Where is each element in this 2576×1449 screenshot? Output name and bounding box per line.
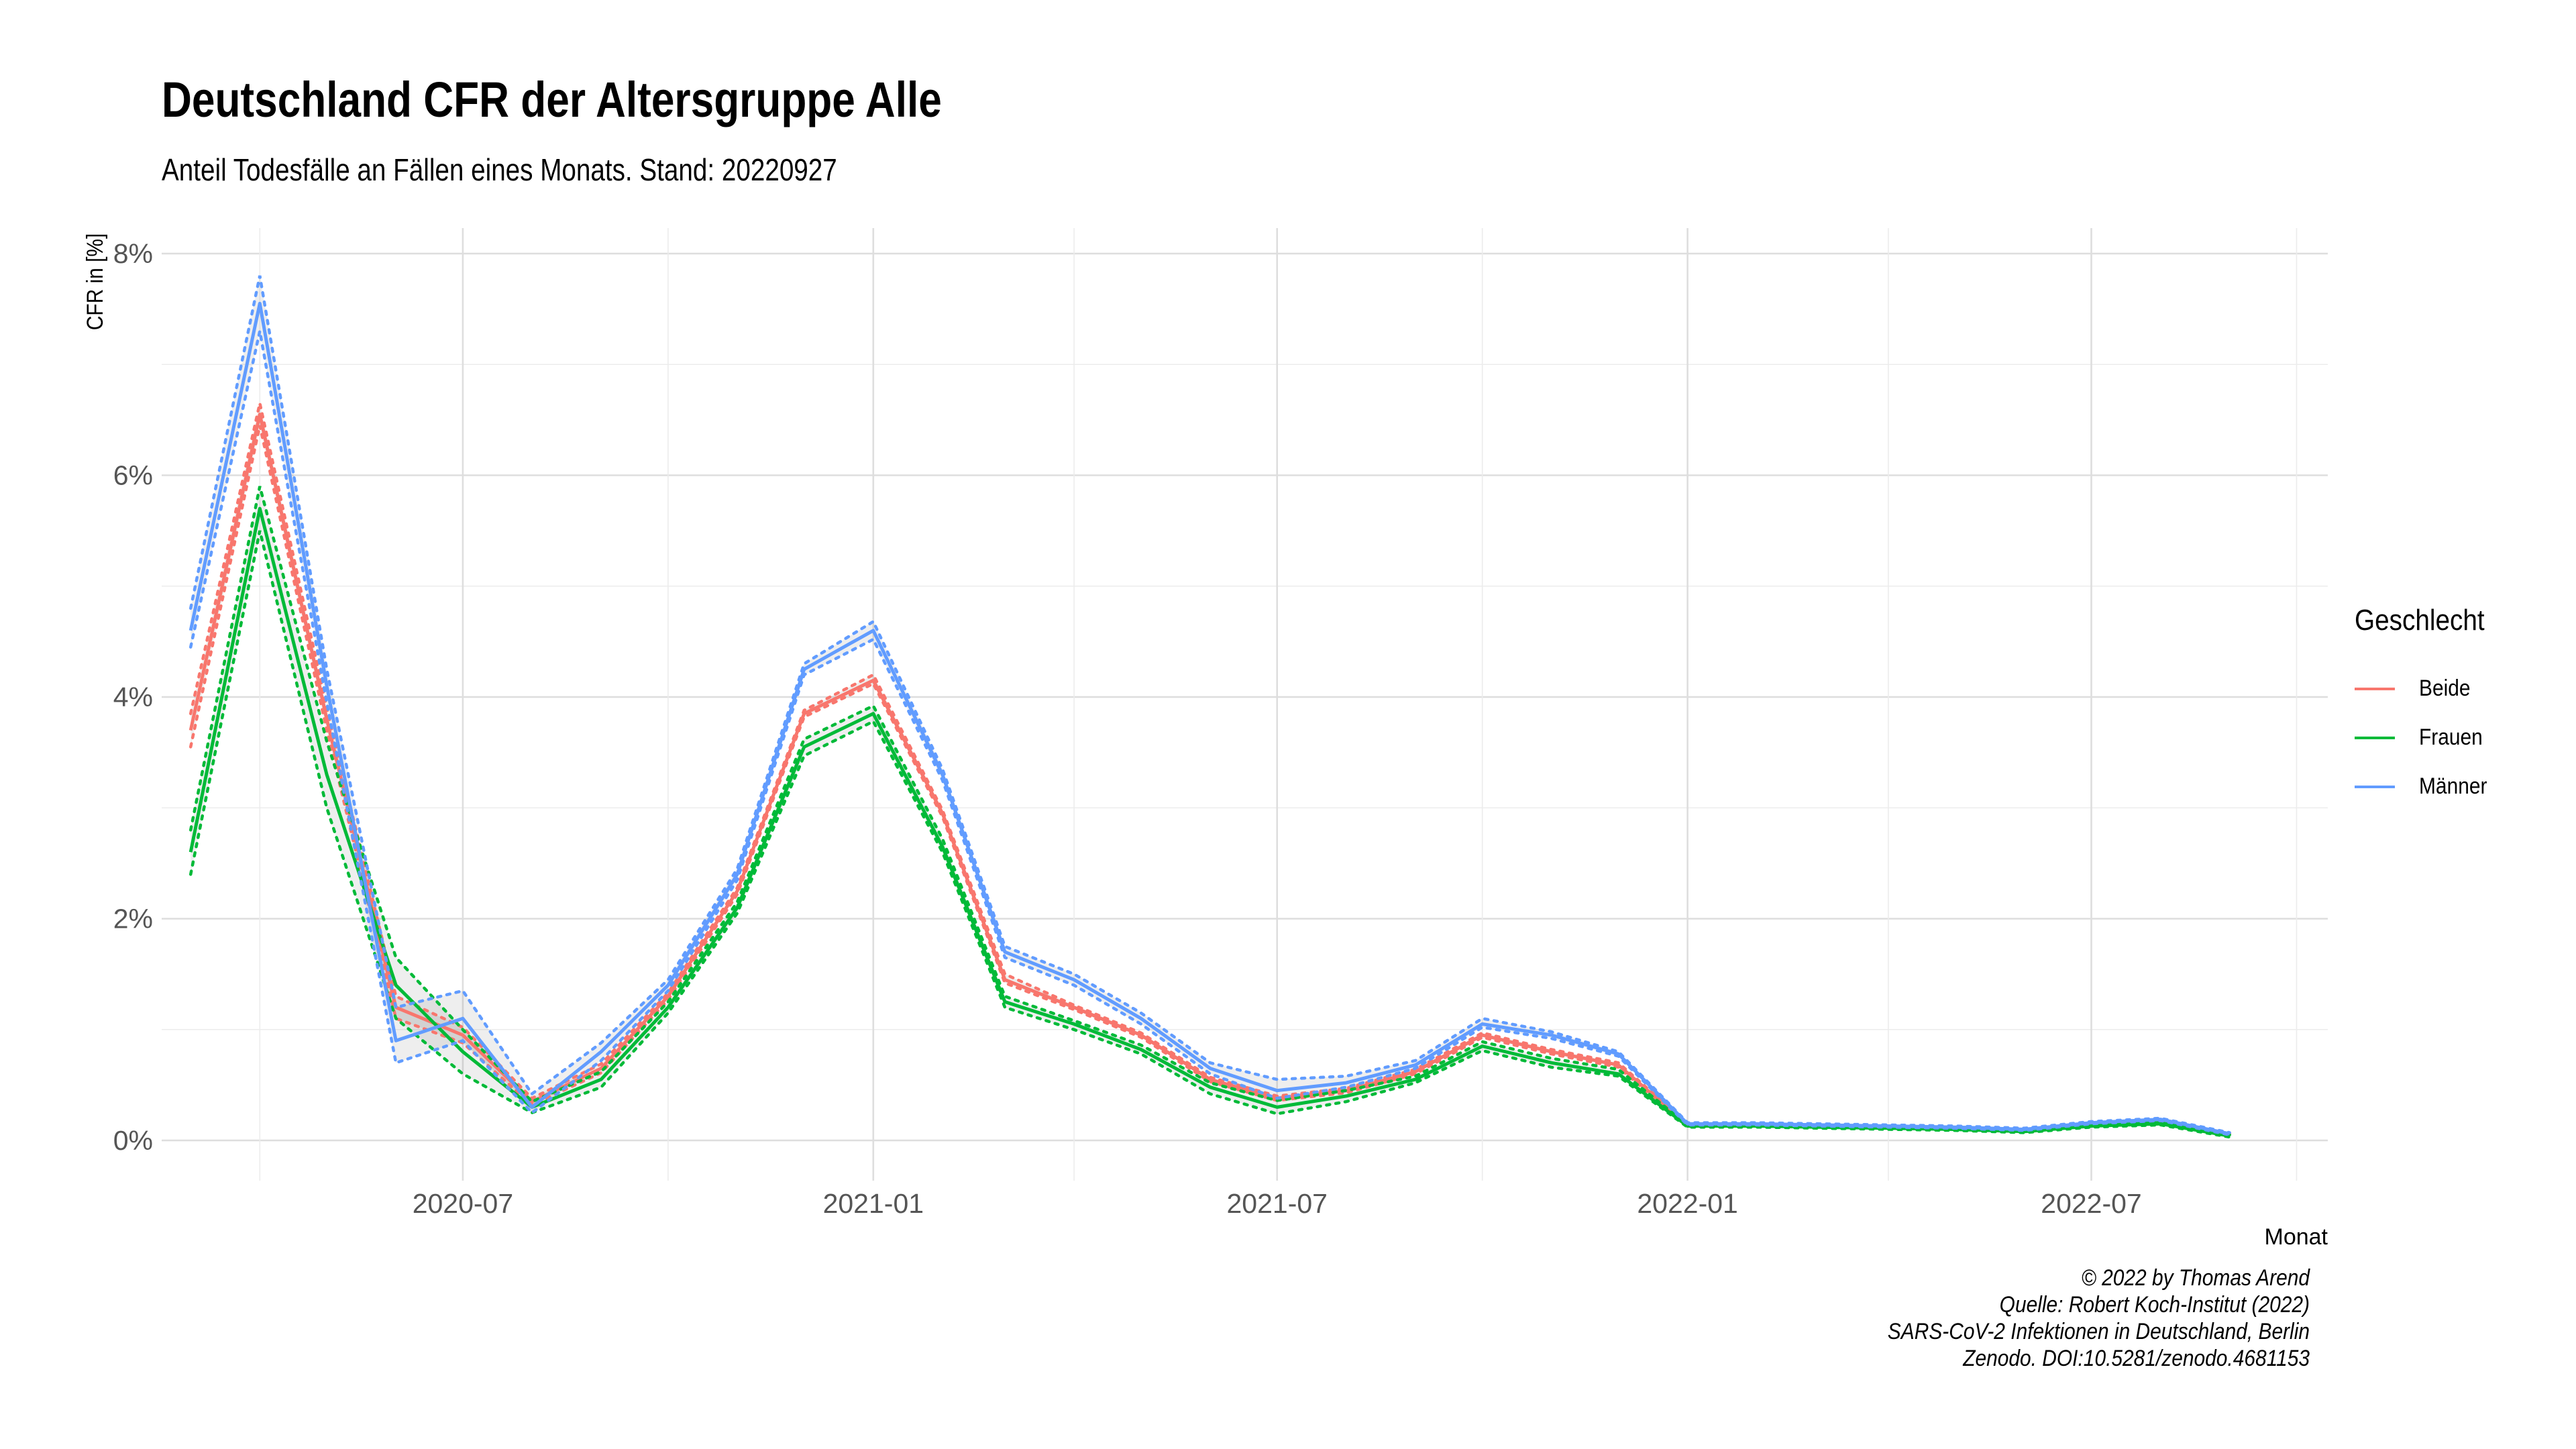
upper-bound-line-frauen bbox=[189, 486, 2231, 1136]
series-lines bbox=[189, 275, 2231, 1139]
x-tick-label: 2021-07 bbox=[1226, 1188, 1327, 1219]
upper-bound-line-beide bbox=[189, 402, 2231, 1136]
grid-lines bbox=[162, 228, 2328, 1181]
caption-doi: Zenodo. DOI:10.5281/zenodo.4681153 bbox=[1963, 1346, 2310, 1371]
chart-subtitle: Anteil Todesfälle an Fällen eines Monats… bbox=[162, 152, 837, 187]
confidence-band-maenner bbox=[191, 276, 2230, 1135]
confidence-band-beide bbox=[191, 403, 2230, 1136]
x-axis-ticks: 2020-07 2021-01 2021-07 2022-01 2022-07 bbox=[413, 1188, 2142, 1219]
series-line-beide bbox=[189, 413, 2231, 1137]
legend: Geschlecht Beide Frauen Männer bbox=[2355, 604, 2502, 811]
caption: © 2022 by Thomas Arend Quelle: Robert Ko… bbox=[1830, 1265, 2310, 1372]
caption-source: Quelle: Robert Koch-Institut (2022) bbox=[1999, 1292, 2310, 1318]
legend-item-frauen: Frauen bbox=[2355, 713, 2502, 762]
confidence-bands bbox=[191, 276, 2230, 1137]
y-axis-title: CFR in [%] bbox=[82, 233, 107, 331]
legend-swatch-beide bbox=[2355, 687, 2395, 690]
legend-label-maenner: Männer bbox=[2419, 773, 2487, 799]
series-line-maenner bbox=[189, 301, 2231, 1136]
legend-swatch-maenner bbox=[2355, 785, 2395, 788]
legend-item-maenner: Männer bbox=[2355, 762, 2502, 811]
x-tick-label: 2022-07 bbox=[2041, 1188, 2141, 1219]
x-tick-label: 2021-01 bbox=[823, 1188, 924, 1219]
y-tick-label: 6% bbox=[113, 460, 153, 491]
legend-label-frauen: Frauen bbox=[2419, 724, 2483, 750]
x-tick-label: 2020-07 bbox=[413, 1188, 513, 1219]
legend-title: Geschlecht bbox=[2355, 604, 2485, 637]
y-axis-ticks: 0% 2% 4% 6% 8% bbox=[113, 238, 153, 1156]
y-tick-label: 4% bbox=[113, 682, 153, 712]
caption-dataset: SARS-CoV-2 Infektionen in Deutschland, B… bbox=[1887, 1319, 2310, 1344]
legend-item-beide: Beide bbox=[2355, 664, 2502, 713]
x-axis-title: Monat bbox=[2265, 1224, 2328, 1250]
caption-copyright: © 2022 by Thomas Arend bbox=[2081, 1265, 2310, 1291]
chart-title: Deutschland CFR der Altersgruppe Alle bbox=[162, 72, 942, 127]
legend-label-beide: Beide bbox=[2419, 676, 2471, 701]
upper-bound-line-maenner bbox=[189, 275, 2231, 1134]
legend-swatch-frauen bbox=[2355, 736, 2395, 739]
plot-area: 0%2%4%6%8% 2020-07 2021-01 2021-07 2022-01 2… bbox=[82, 228, 2328, 1250]
y-tick-label: 2% bbox=[113, 904, 153, 934]
x-tick-label: 2022-01 bbox=[1637, 1188, 1737, 1219]
lower-bound-line-maenner bbox=[189, 331, 2231, 1136]
y-tick-label: 0% bbox=[113, 1125, 153, 1156]
y-tick-label: 8% bbox=[113, 238, 153, 269]
